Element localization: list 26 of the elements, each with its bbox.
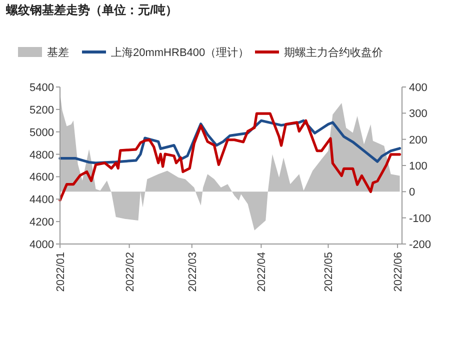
y-tick-label: 5200 <box>30 104 54 116</box>
y2-tick-label: 100 <box>409 160 428 172</box>
x-tick-label: 2022/04 <box>256 252 268 292</box>
y-tick-label: 4000 <box>30 239 54 251</box>
chart-title: 螺纹钢基差走势（单位：元/吨） <box>5 3 178 17</box>
x-tick-label: 2022/03 <box>186 252 199 292</box>
y2-tick-label: -200 <box>409 239 432 251</box>
x-tick-label: 2022/02 <box>124 252 136 292</box>
legend-label: 期螺主力合约收盘价 <box>284 46 383 59</box>
line-series <box>58 112 402 202</box>
y-tick-label: 4400 <box>30 194 54 206</box>
legend-label: 基差 <box>47 46 69 59</box>
x-tick-label: 2022/05 <box>323 252 336 292</box>
y-tick-label: 5400 <box>30 82 54 94</box>
x-tick-label: 2022/06 <box>392 252 405 292</box>
y-tick-label: 5000 <box>30 126 54 139</box>
y2-tick-label: 0 <box>409 186 416 199</box>
y2-tick-label: 200 <box>409 134 428 146</box>
y2-tick-label: 400 <box>409 82 428 94</box>
y-tick-label: 4200 <box>30 216 54 229</box>
y-tick-label: 4600 <box>30 172 54 184</box>
x-tick-label: 2022/01 <box>55 252 67 292</box>
y-tick-label: 4800 <box>30 149 54 162</box>
y2-tick-label: 300 <box>409 108 428 120</box>
y2-tick-label: -100 <box>409 212 432 225</box>
legend-label: 上海20mmHRB400（理计） <box>111 46 250 59</box>
